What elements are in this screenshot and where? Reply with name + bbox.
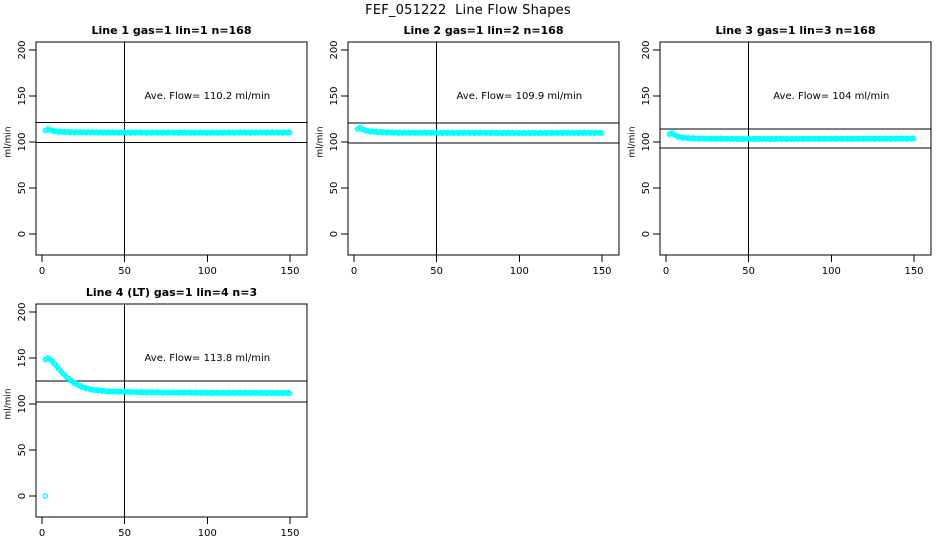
data-series <box>42 355 293 499</box>
y-tick-label: 50 <box>17 182 28 195</box>
outlier-data-point <box>42 493 49 499</box>
y-tick-label: 50 <box>641 182 652 195</box>
panel-line-1: Line 1 gas=1 lin=1 n=168 0 50 100 150 0 50 100 1… <box>0 14 312 278</box>
x-tick-label: 100 <box>198 528 217 539</box>
x-tick-label: 150 <box>280 266 299 277</box>
chart-svg: Line 3 gas=1 lin=3 n=168 0 50 100 150 0 50 100 1… <box>628 24 932 277</box>
figure-title: FEF_051222 Line Flow Shapes <box>365 3 571 18</box>
y-tick-label: 150 <box>329 86 340 105</box>
x-tick-label: 0 <box>39 266 45 277</box>
x-tick-label: 150 <box>280 528 299 539</box>
chart-svg: Line 1 gas=1 lin=1 n=168 0 50 100 150 0 50 100 1… <box>4 24 308 277</box>
chart-svg: Line 2 gas=1 lin=2 n=168 0 50 100 150 0 50 100 1… <box>316 24 620 277</box>
x-tick-label: 100 <box>822 266 841 277</box>
y-tick-label: 100 <box>17 132 28 151</box>
data-point <box>287 130 293 136</box>
x-tick-label: 50 <box>118 528 131 539</box>
y-axis-label: ml/min <box>4 388 14 419</box>
y-tick-label: 200 <box>17 40 28 59</box>
y-tick-label: 50 <box>329 182 340 195</box>
x-tick-label: 0 <box>351 266 357 277</box>
x-tick-label: 150 <box>592 266 611 277</box>
x-tick-label: 100 <box>198 266 217 277</box>
data-series <box>42 126 293 136</box>
panel-title: Line 3 gas=1 lin=3 n=168 <box>715 24 875 37</box>
data-series <box>666 129 917 143</box>
x-tick-label: 100 <box>510 266 529 277</box>
panel-title: Line 1 gas=1 lin=1 n=168 <box>91 24 251 37</box>
data-point <box>911 136 917 142</box>
y-tick-label: 200 <box>641 40 652 59</box>
x-tick-label: 0 <box>39 528 45 539</box>
y-tick-label: 0 <box>17 231 28 237</box>
ave-flow-annotation: Ave. Flow= 110.2 ml/min <box>145 91 271 102</box>
panel-line-4: Line 4 (LT) gas=1 lin=4 n=3 0 50 100 150 0 50 1… <box>0 276 312 540</box>
y-tick-label: 0 <box>641 231 652 237</box>
y-axis-label: ml/min <box>316 126 326 157</box>
y-tick-label: 0 <box>17 493 28 499</box>
x-tick-label: 50 <box>118 266 131 277</box>
y-tick-label: 200 <box>329 40 340 59</box>
x-tick-label: 50 <box>742 266 755 277</box>
y-tick-label: 150 <box>17 86 28 105</box>
y-tick-label: 100 <box>17 394 28 413</box>
y-tick-label: 150 <box>17 348 28 367</box>
panel-title: Line 2 gas=1 lin=2 n=168 <box>403 24 563 37</box>
y-axis-label: ml/min <box>4 126 14 157</box>
y-tick-label: 100 <box>329 132 340 151</box>
x-tick-label: 0 <box>663 266 669 277</box>
chart-svg: Line 4 (LT) gas=1 lin=4 n=3 0 50 100 150 0 50 1… <box>4 286 308 539</box>
y-tick-label: 200 <box>17 302 28 321</box>
data-point <box>287 390 293 397</box>
panel-line-3: Line 3 gas=1 lin=3 n=168 0 50 100 150 0 50 100 1… <box>624 14 936 278</box>
y-axis-label: ml/min <box>628 126 638 157</box>
plot-box <box>659 41 932 256</box>
y-tick-label: 150 <box>641 86 652 105</box>
panel-line-2: Line 2 gas=1 lin=2 n=168 0 50 100 150 0 50 100 1… <box>312 14 624 278</box>
plot-box <box>35 41 308 256</box>
y-tick-label: 0 <box>329 231 340 237</box>
x-tick-label: 150 <box>904 266 923 277</box>
plot-box <box>347 41 620 256</box>
ave-flow-annotation: Ave. Flow= 109.9 ml/min <box>457 91 583 102</box>
y-tick-label: 50 <box>17 444 28 457</box>
ave-flow-annotation: Ave. Flow= 104 ml/min <box>773 91 889 102</box>
y-tick-label: 100 <box>641 132 652 151</box>
data-point <box>599 130 605 136</box>
plot-box <box>35 303 308 518</box>
panel-title: Line 4 (LT) gas=1 lin=4 n=3 <box>86 286 257 299</box>
ave-flow-annotation: Ave. Flow= 113.8 ml/min <box>145 353 271 364</box>
data-series <box>354 124 605 137</box>
x-tick-label: 50 <box>430 266 443 277</box>
